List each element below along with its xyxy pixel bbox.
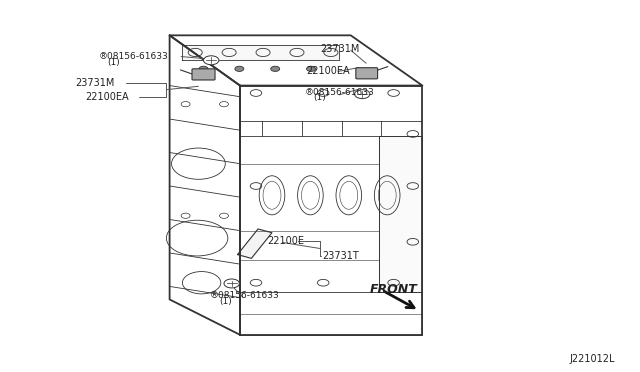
- Text: J221012L: J221012L: [570, 354, 615, 364]
- Circle shape: [355, 90, 370, 99]
- Text: ®08156-61633: ®08156-61633: [99, 52, 169, 61]
- Text: (1): (1): [219, 297, 232, 306]
- Text: 22100EA: 22100EA: [306, 67, 349, 76]
- Circle shape: [271, 66, 280, 71]
- Text: (1): (1): [108, 58, 120, 67]
- Polygon shape: [237, 229, 272, 259]
- Text: 23731T: 23731T: [322, 251, 358, 261]
- Text: 22100EA: 22100EA: [85, 92, 129, 102]
- Circle shape: [204, 56, 219, 65]
- Text: FRONT: FRONT: [370, 283, 418, 296]
- FancyBboxPatch shape: [192, 69, 215, 80]
- Circle shape: [224, 279, 239, 288]
- Circle shape: [307, 66, 316, 71]
- FancyBboxPatch shape: [356, 68, 378, 79]
- Text: ®08156-61633: ®08156-61633: [210, 291, 280, 300]
- Text: 23731M: 23731M: [76, 78, 115, 87]
- Text: (1): (1): [314, 93, 326, 102]
- Polygon shape: [182, 45, 339, 60]
- Text: 23731M: 23731M: [320, 44, 360, 54]
- Circle shape: [199, 66, 208, 71]
- Circle shape: [235, 66, 244, 71]
- Text: 22100E: 22100E: [268, 236, 305, 246]
- Text: ®08156-61633: ®08156-61633: [305, 88, 374, 97]
- Polygon shape: [379, 136, 422, 292]
